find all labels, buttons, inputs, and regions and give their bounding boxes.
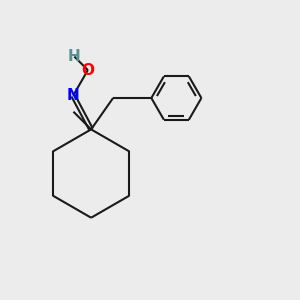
Text: O: O xyxy=(81,63,94,78)
Text: N: N xyxy=(67,88,80,103)
Text: H: H xyxy=(68,49,81,64)
